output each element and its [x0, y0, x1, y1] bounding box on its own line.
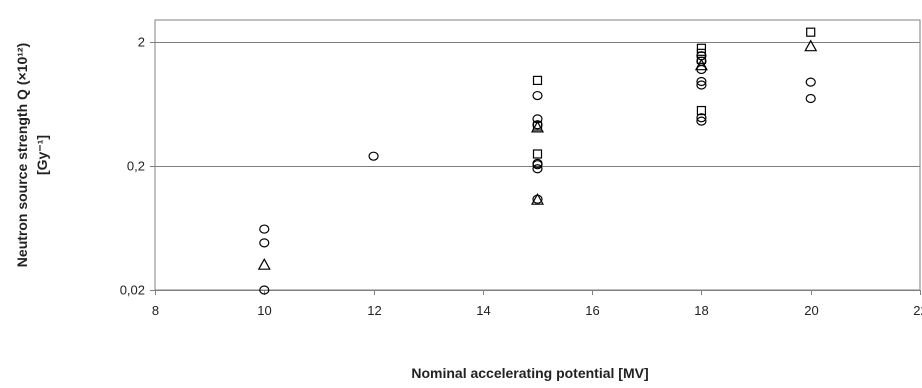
x-tick-label-1: 10 — [257, 303, 271, 318]
square-point-5 — [696, 48, 707, 58]
x-tick-label-4: 16 — [585, 303, 599, 318]
square-point-0 — [532, 149, 543, 159]
x-tick-label-0: 8 — [152, 303, 159, 318]
triangle-point-0 — [257, 257, 271, 270]
circle-point-0 — [259, 285, 270, 295]
x-tick-label-7: 22 — [913, 303, 922, 318]
triangle-point-1 — [530, 192, 545, 205]
circle-point-6 — [532, 158, 543, 168]
circle-point-18 — [805, 77, 816, 87]
x-tick-label-3: 14 — [476, 303, 490, 318]
circle-point-13 — [696, 80, 707, 90]
x-axis-title: Nominal accelerating potential [MV] — [411, 365, 648, 381]
circle-point-1 — [259, 238, 270, 248]
y-axis-title-line1: Neutron source strength Q (×10¹²) — [14, 43, 30, 267]
y-axis-title-line2: [Gy⁻¹] — [34, 135, 50, 175]
square-point-7 — [806, 27, 816, 37]
y-tick-labels: 0,02 0,2 2 — [120, 35, 145, 298]
triangle-point-4 — [804, 39, 818, 52]
plot-area — [154, 19, 921, 291]
x-tick-labels: 8 10 12 14 16 18 20 22 — [152, 303, 922, 318]
square-point-2 — [532, 75, 543, 86]
circle-point-3 — [368, 151, 379, 161]
y-tick-label-0: 0,02 — [120, 283, 145, 298]
square-point-3 — [696, 105, 707, 116]
circle-point-14 — [696, 76, 707, 87]
data-points — [257, 27, 818, 295]
circle-point-11 — [696, 116, 707, 126]
x-tick-label-6: 20 — [804, 303, 818, 318]
circle-point-2 — [259, 224, 270, 234]
circle-point-12 — [696, 113, 707, 123]
circle-point-4 — [532, 164, 543, 174]
square-point-4 — [696, 54, 707, 64]
triangle-point-3 — [694, 58, 708, 71]
x-tick-label-2: 12 — [367, 303, 381, 318]
circle-point-9 — [532, 90, 543, 101]
y-axis-title: Neutron source strength Q (×10¹²) [Gy⁻¹] — [14, 43, 50, 267]
y-tick-label-2: 2 — [138, 35, 145, 50]
square-point-6 — [696, 43, 707, 53]
triangle-point-2 — [530, 120, 545, 133]
y-tick-label-1: 0,2 — [127, 159, 145, 174]
x-tick-label-5: 18 — [694, 303, 708, 318]
circle-point-19 — [805, 93, 816, 104]
